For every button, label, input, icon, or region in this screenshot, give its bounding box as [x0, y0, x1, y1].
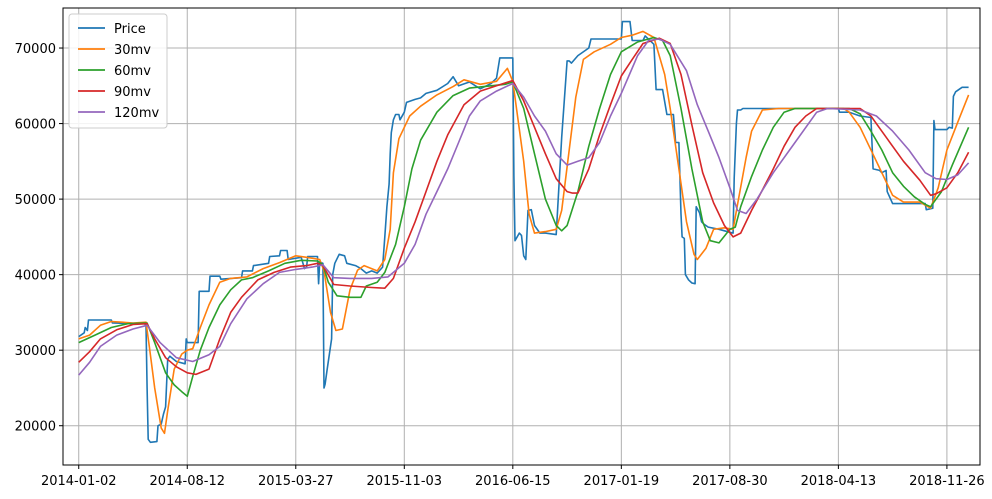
- legend-label: Price: [114, 22, 146, 37]
- x-tick-label: 2015-03-27: [258, 474, 334, 489]
- legend-label: 30mv: [114, 43, 151, 58]
- x-tick-label: 2015-11-03: [367, 474, 443, 489]
- x-tick-label: 2018-11-26: [909, 474, 985, 489]
- x-tick-label: 2016-06-15: [475, 474, 551, 489]
- x-tick-label: 2014-08-12: [149, 474, 225, 489]
- x-tick-label: 2017-08-30: [692, 474, 768, 489]
- series-line-price: [78, 20, 969, 444]
- legend-label: 90mv: [114, 85, 151, 100]
- x-tick-label: 2017-01-19: [584, 474, 660, 489]
- legend-box: [68, 13, 168, 129]
- series-line-60mv: [78, 36, 970, 398]
- series-line-90mv: [78, 37, 970, 376]
- y-axis: 20000 30000 40000 50000 60000 70000: [15, 42, 63, 435]
- y-tick-label: 20000: [15, 420, 56, 435]
- y-tick-label: 60000: [15, 118, 56, 133]
- legend-label: 120mv: [114, 106, 159, 121]
- x-tick-label: 2014-01-02: [41, 474, 117, 489]
- y-tick-label: 40000: [15, 269, 56, 284]
- legend-label: 60mv: [114, 64, 151, 79]
- x-axis: 2014-01-02 2014-08-12 2015-03-27 2015-11-03…: [41, 465, 985, 489]
- y-tick-label: 50000: [15, 193, 56, 208]
- plot-frame: [62, 7, 981, 466]
- x-tick-label: 2018-04-13: [801, 474, 877, 489]
- series-lines: [78, 20, 970, 444]
- legend: Price 30mv 60mv 90mv 120mv: [68, 13, 168, 129]
- y-tick-label: 30000: [15, 344, 56, 359]
- y-tick-label: 70000: [15, 42, 56, 57]
- series-line-120mv: [78, 38, 970, 376]
- series-line-30mv: [78, 30, 970, 435]
